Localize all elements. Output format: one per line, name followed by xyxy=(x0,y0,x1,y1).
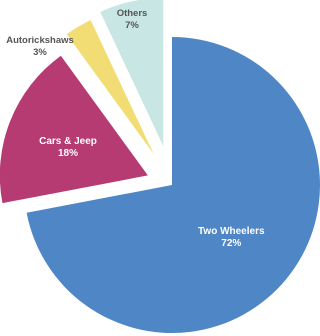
pie-slice-autorickshaws xyxy=(66,20,154,155)
slice-percent-autorickshaws: 3% xyxy=(33,47,47,58)
slice-percent-others: 7% xyxy=(125,20,139,31)
slice-percent-two-wheelers: 72% xyxy=(221,238,241,249)
pie-slice-two-wheelers xyxy=(26,37,320,333)
slice-label-autorickshaws: Autorickshaws xyxy=(6,35,74,46)
slice-label-cars-jeep: Cars & Jeep xyxy=(39,136,97,147)
pie-slice-cars-jeep xyxy=(0,55,148,204)
slice-label-others: Others xyxy=(117,8,148,19)
slice-percent-cars-jeep: 18% xyxy=(58,148,78,159)
slice-label-two-wheelers: Two Wheelers xyxy=(198,226,265,237)
pie-slice-others xyxy=(100,0,164,146)
